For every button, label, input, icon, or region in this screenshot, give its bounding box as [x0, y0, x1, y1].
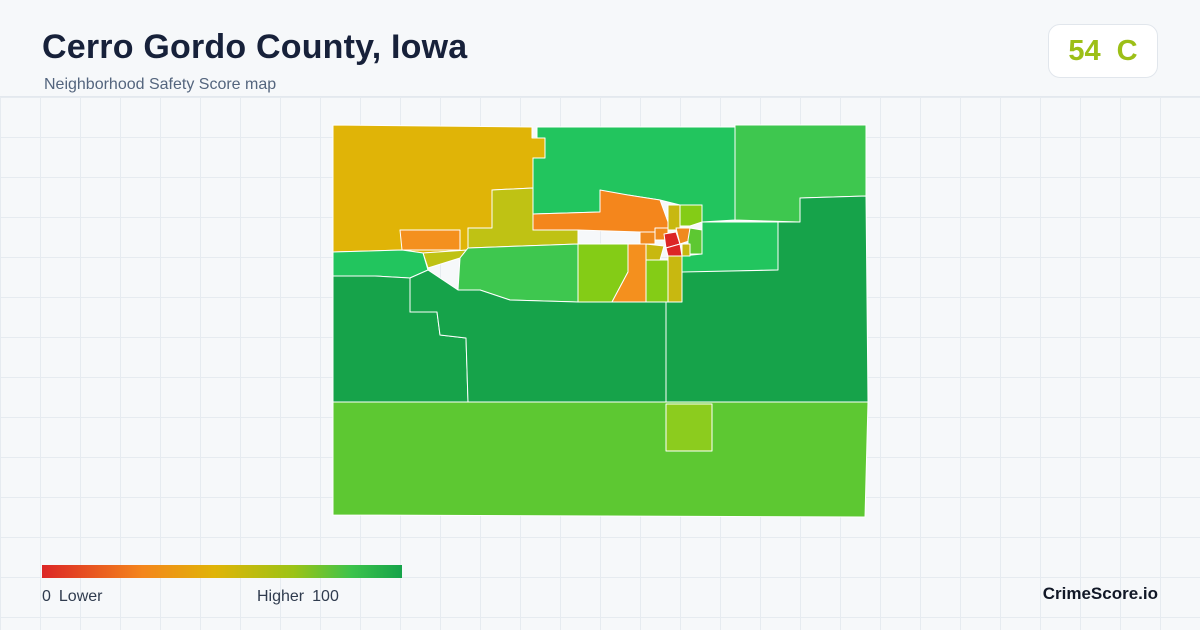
region-urban-yellow-east[interactable] [667, 255, 683, 303]
region-urban-north-2[interactable] [679, 204, 703, 227]
score-value: 54 [1068, 34, 1101, 67]
legend-max-value: 100 [312, 588, 339, 605]
page-subtitle: Neighborhood Safety Score map [44, 76, 277, 93]
legend-min-text: Lower [58, 588, 103, 605]
score-badge: 54 C [1048, 24, 1158, 78]
region-yellowgreen-b[interactable] [645, 259, 669, 303]
region-urban-core-5[interactable] [645, 243, 665, 261]
region-urban-core-4[interactable] [687, 227, 703, 255]
header-band [0, 0, 1200, 97]
page-title: Cerro Gordo County, Iowa [42, 28, 468, 66]
score-grade: C [1116, 34, 1138, 67]
region-south-band[interactable] [332, 401, 869, 518]
legend-gradient-bar [42, 565, 402, 578]
region-south-small[interactable] [665, 403, 713, 452]
legend-max-text: Higher [257, 588, 305, 605]
region-urban-core-7[interactable] [639, 231, 656, 245]
legend-low-label: 0 Lower [42, 588, 110, 606]
legend-high-label: Higher 100 [249, 588, 339, 606]
safety-map[interactable] [320, 110, 880, 530]
region-west-strip[interactable] [332, 249, 429, 279]
region-urban-core-8[interactable] [681, 243, 691, 257]
legend-min-value: 0 [42, 588, 51, 605]
region-west-small-orange[interactable] [399, 229, 461, 251]
region-east-big[interactable] [665, 195, 869, 405]
region-urban-north-1[interactable] [667, 204, 681, 231]
brand-logo-text[interactable]: CrimeScore.io [1042, 584, 1158, 603]
